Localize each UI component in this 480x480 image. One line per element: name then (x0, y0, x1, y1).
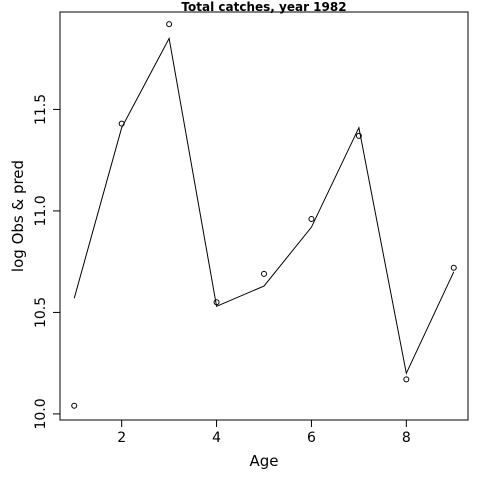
y-tick-label: 10.5 (33, 297, 49, 328)
observed-point (118, 120, 125, 127)
observed-series (71, 21, 457, 409)
y-axis: 10.0 10.5 11.0 11.5 (33, 94, 61, 429)
observed-point (355, 132, 362, 139)
x-tick-label: 8 (402, 430, 411, 446)
y-axis-label: log Obs & pred (9, 160, 27, 272)
y-tick-label: 11.0 (33, 195, 49, 226)
x-tick-label: 2 (117, 430, 126, 446)
y-tick-label: 11.5 (33, 94, 49, 125)
x-tick-label: 6 (307, 430, 316, 446)
observed-point (403, 376, 410, 383)
observed-point (71, 402, 78, 409)
observed-point (308, 216, 315, 223)
predicted-series (73, 36, 455, 375)
x-tick-label: 4 (212, 430, 221, 446)
x-axis: 2 4 6 8 (117, 419, 411, 446)
y-tick-label: 10.0 (33, 398, 49, 429)
plot-frame (59, 11, 469, 421)
observed-point (213, 299, 220, 306)
observed-point (450, 264, 457, 271)
x-axis-label: Age (249, 452, 278, 470)
chart-title: Total catches, year 1982 (181, 0, 346, 14)
predicted-line (73, 36, 455, 375)
observed-point (261, 270, 267, 277)
observed-point (166, 21, 173, 28)
